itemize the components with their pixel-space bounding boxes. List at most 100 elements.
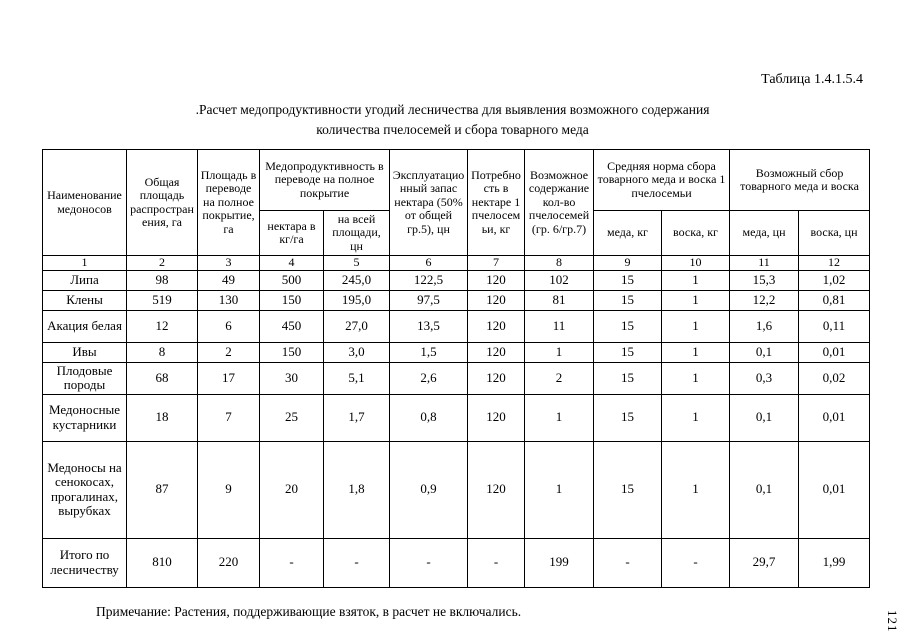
header-whole-area: на всей площади, цн bbox=[322, 210, 391, 257]
cell-honey-kg: 15 bbox=[593, 440, 663, 539]
table-row-itogo: Итого по лесничеству 810 220 - - - - 199… bbox=[42, 537, 871, 588]
footnote: Примечание: Растения, поддерживающие взя… bbox=[96, 603, 522, 619]
cell-need-per-colony: 120 bbox=[467, 289, 526, 311]
column-number: 8 bbox=[524, 255, 595, 271]
table-row-kleny: Клены 519 130 150 195,0 97,5 120 81 15 1… bbox=[42, 289, 871, 311]
table-row-senokosy: Медоносы на сенокосах, прогалинах, выруб… bbox=[42, 440, 871, 539]
column-number: 7 bbox=[467, 255, 526, 271]
title-line-1: .Расчет медопродуктивности угодий леснич… bbox=[195, 102, 710, 117]
cell-need-per-colony: 120 bbox=[467, 361, 526, 395]
cell-wax-kg: 1 bbox=[661, 341, 731, 363]
cell-operational-reserve: 1,5 bbox=[389, 341, 469, 363]
cell-honey-kg: 15 bbox=[593, 341, 663, 363]
cell-possible-colonies: 102 bbox=[524, 269, 595, 291]
cell-whole-area: 3,0 bbox=[322, 341, 391, 363]
header-wax-kg: воска, кг bbox=[661, 210, 731, 257]
header-total-area: Общая площадь распространения, га bbox=[126, 149, 198, 257]
cell-whole-area: 1,7 bbox=[322, 393, 391, 442]
cell-need-per-colony: 120 bbox=[467, 269, 526, 291]
cell-total-area: 68 bbox=[126, 361, 198, 395]
column-number: 12 bbox=[798, 255, 871, 271]
cell-honey-kg: 15 bbox=[593, 393, 663, 442]
cell-need-per-colony: - bbox=[467, 537, 526, 588]
cell-operational-reserve: 0,8 bbox=[389, 393, 469, 442]
cell-wax-cn: 0,02 bbox=[798, 361, 871, 395]
cell-nectar-per-ha: 450 bbox=[259, 309, 324, 343]
row-name: Клены bbox=[42, 289, 127, 311]
table-row-lipa: Липа 98 49 500 245,0 122,5 120 102 15 1 … bbox=[42, 269, 871, 291]
cell-nectar-per-ha: 500 bbox=[259, 269, 324, 291]
column-number-row: 1 2 3 4 5 6 7 8 9 10 11 12 bbox=[42, 255, 871, 271]
cell-converted-area: 130 bbox=[197, 289, 260, 311]
cell-honey-cn: 0,1 bbox=[729, 341, 800, 363]
header-wax-cn: воска, цн bbox=[798, 210, 871, 257]
cell-converted-area: 6 bbox=[197, 309, 260, 343]
cell-whole-area: - bbox=[322, 537, 391, 588]
row-name: Медоносы на сенокосах, прогалинах, выруб… bbox=[42, 440, 127, 539]
cell-operational-reserve: 2,6 bbox=[389, 361, 469, 395]
cell-nectar-per-ha: - bbox=[259, 537, 324, 588]
header-possible-harvest-group: Возможный сбор товарного меда и воска bbox=[729, 149, 871, 212]
row-name: Ивы bbox=[42, 341, 127, 363]
cell-honey-cn: 0,1 bbox=[729, 393, 800, 442]
cell-honey-cn: 29,7 bbox=[729, 537, 800, 588]
cell-wax-cn: 0,01 bbox=[798, 341, 871, 363]
cell-need-per-colony: 120 bbox=[467, 309, 526, 343]
column-number: 1 bbox=[42, 255, 127, 271]
cell-operational-reserve: 0,9 bbox=[389, 440, 469, 539]
column-number: 6 bbox=[389, 255, 469, 271]
header-operational-reserve: Эксплуатационный запас нектара (50% от о… bbox=[389, 149, 469, 257]
cell-wax-cn: 0,01 bbox=[798, 393, 871, 442]
row-name: Плодовые породы bbox=[42, 361, 127, 395]
cell-honey-kg: 15 bbox=[593, 269, 663, 291]
cell-wax-kg: 1 bbox=[661, 309, 731, 343]
cell-honey-kg: 15 bbox=[593, 361, 663, 395]
title-line-2: количества пчелосемей и сбора товарного … bbox=[316, 121, 589, 137]
cell-operational-reserve: - bbox=[389, 537, 469, 588]
row-name: Медоносные кустарники bbox=[42, 393, 127, 442]
cell-converted-area: 9 bbox=[197, 440, 260, 539]
column-number: 5 bbox=[322, 255, 391, 271]
cell-whole-area: 195,0 bbox=[322, 289, 391, 311]
table-row-akaciya: Акация белая 12 6 450 27,0 13,5 120 11 1… bbox=[42, 309, 871, 343]
cell-wax-kg: 1 bbox=[661, 361, 731, 395]
column-number: 10 bbox=[661, 255, 731, 271]
cell-operational-reserve: 13,5 bbox=[389, 309, 469, 343]
cell-honey-kg: 15 bbox=[593, 289, 663, 311]
cell-need-per-colony: 120 bbox=[467, 393, 526, 442]
cell-nectar-per-ha: 30 bbox=[259, 361, 324, 395]
cell-total-area: 519 bbox=[126, 289, 198, 311]
cell-converted-area: 220 bbox=[197, 537, 260, 588]
cell-possible-colonies: 81 bbox=[524, 289, 595, 311]
cell-wax-cn: 0,01 bbox=[798, 440, 871, 539]
cell-possible-colonies: 1 bbox=[524, 393, 595, 442]
table-row-kustarniki: Медоносные кустарники 18 7 25 1,7 0,8 12… bbox=[42, 393, 871, 442]
cell-wax-kg: 1 bbox=[661, 440, 731, 539]
header-honey-kg: меда, кг bbox=[593, 210, 663, 257]
table-row-ivy: Ивы 8 2 150 3,0 1,5 120 1 15 1 0,1 0,01 bbox=[42, 341, 871, 363]
cell-whole-area: 5,1 bbox=[322, 361, 391, 395]
cell-converted-area: 2 bbox=[197, 341, 260, 363]
cell-need-per-colony: 120 bbox=[467, 341, 526, 363]
row-name: Липа bbox=[42, 269, 127, 291]
cell-honey-cn: 12,2 bbox=[729, 289, 800, 311]
cell-wax-kg: 1 bbox=[661, 393, 731, 442]
column-number: 3 bbox=[197, 255, 260, 271]
cell-possible-colonies: 1 bbox=[524, 440, 595, 539]
cell-whole-area: 27,0 bbox=[322, 309, 391, 343]
cell-total-area: 12 bbox=[126, 309, 198, 343]
column-number: 2 bbox=[126, 255, 198, 271]
cell-converted-area: 7 bbox=[197, 393, 260, 442]
cell-wax-kg: 1 bbox=[661, 269, 731, 291]
table-row-plodovye: Плодовые породы 68 17 30 5,1 2,6 120 2 1… bbox=[42, 361, 871, 395]
cell-wax-kg: - bbox=[661, 537, 731, 588]
cell-operational-reserve: 97,5 bbox=[389, 289, 469, 311]
header-productivity-group: Медопродуктивность в переводе на полное … bbox=[258, 149, 391, 212]
cell-converted-area: 17 bbox=[197, 361, 260, 395]
header-name: Наименование медоносов bbox=[42, 149, 127, 257]
header-avg-norm-group: Средняя норма сбора товарного меда и вос… bbox=[593, 149, 731, 212]
cell-total-area: 87 bbox=[126, 440, 198, 539]
header-honey-cn: меда, цн bbox=[729, 210, 800, 257]
page-number: 121 bbox=[885, 609, 900, 633]
